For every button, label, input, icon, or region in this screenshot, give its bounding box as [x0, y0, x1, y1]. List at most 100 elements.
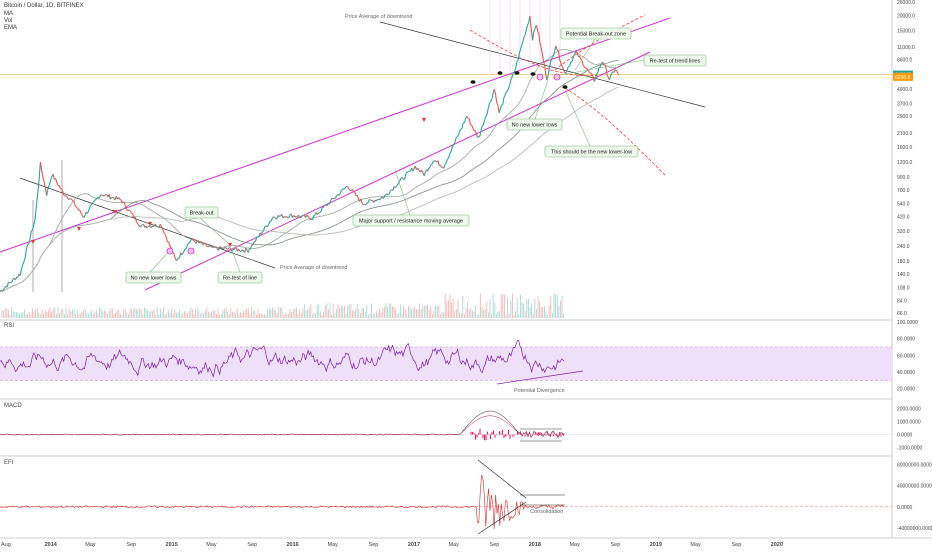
rsi-tick-label: 100.0000	[897, 320, 918, 326]
rsi-tick-label: 60.0000	[897, 353, 915, 359]
price-candle	[223, 248, 224, 250]
signal-marker	[422, 118, 426, 122]
price-candle	[261, 232, 262, 234]
price-candle	[81, 214, 82, 216]
price-candle	[586, 68, 587, 69]
legend-vol[interactable]: Vol	[4, 18, 12, 25]
price-candle	[515, 67, 516, 71]
price-candle	[406, 172, 407, 174]
price-candle	[132, 213, 133, 214]
price-candle	[37, 193, 38, 205]
price-candle	[389, 191, 390, 195]
price-candle	[25, 249, 26, 258]
price-candle	[269, 222, 270, 225]
price-tick-label: 26000.0	[897, 0, 915, 6]
breakout-label: Break-out	[190, 211, 214, 217]
retest-trendlines-label: Re-test of trend lines	[650, 59, 701, 65]
price-candle	[561, 63, 562, 66]
price-candle	[40, 162, 41, 171]
highlight-marker	[537, 74, 543, 80]
price-candle	[558, 50, 559, 59]
legend-ema[interactable]: EMA	[4, 25, 17, 32]
price-candle	[38, 180, 39, 193]
highlight-marker	[554, 74, 560, 80]
price-candle	[362, 203, 363, 205]
price-candle	[483, 120, 484, 125]
price-candle	[611, 73, 612, 76]
price-candle	[151, 226, 152, 228]
price-tick-label: 700.0	[897, 188, 910, 194]
consolidation-label: Consolidation	[530, 509, 563, 515]
price-candle	[48, 185, 49, 188]
price-tick-label: 11000.0	[897, 45, 915, 51]
price-candle	[518, 53, 519, 60]
price-candle	[246, 248, 247, 250]
price-candle	[264, 226, 265, 230]
price-candle	[490, 101, 491, 103]
price-series	[0, 16, 618, 291]
signal-marker	[148, 222, 152, 226]
price-candle	[226, 248, 227, 249]
price-candle	[395, 187, 396, 188]
price-candle	[551, 58, 552, 62]
price-candle	[59, 186, 60, 189]
price-candle	[56, 178, 57, 182]
price-candle	[317, 213, 318, 215]
price-candle	[170, 246, 171, 248]
price-candle	[138, 224, 139, 225]
price-candle	[567, 66, 568, 69]
price-candle	[91, 203, 92, 205]
price-candle	[133, 214, 134, 219]
price-candle	[405, 174, 406, 179]
efi-tick-label: 0.0000	[897, 505, 913, 511]
x-tick-label: Sep	[490, 542, 500, 548]
price-candle	[445, 163, 446, 165]
price-candle	[84, 216, 85, 218]
price-candle	[34, 219, 35, 224]
price-candle	[23, 262, 24, 265]
price-candle	[44, 182, 45, 189]
long-term-trendline	[0, 18, 670, 252]
price-candle	[135, 217, 136, 222]
price-candle	[204, 243, 205, 244]
price-candle	[104, 195, 105, 196]
price-candle	[187, 244, 188, 248]
x-tick-label: 2015	[166, 542, 178, 548]
price-candle	[400, 178, 401, 181]
price-candle	[503, 98, 504, 105]
price-candle	[429, 167, 430, 168]
price-candle	[208, 246, 209, 247]
price-candle	[547, 76, 548, 80]
price-candle	[239, 249, 240, 251]
price-candle	[354, 192, 355, 193]
price-candle	[431, 164, 432, 165]
price-candle	[87, 211, 88, 213]
price-candle	[451, 147, 452, 152]
price-candle	[460, 130, 461, 131]
price-candle	[314, 215, 315, 216]
x-tick-label: 2017	[408, 542, 420, 548]
price-candle	[166, 237, 167, 242]
price-candle	[542, 54, 543, 61]
price-candle	[458, 131, 459, 135]
potential-breakout-label: Potential Break-out zone	[566, 32, 626, 38]
price-candle	[271, 219, 272, 221]
price-candle	[533, 31, 534, 40]
price-candle	[100, 195, 101, 198]
rsi-pane-label: RSI	[4, 323, 14, 329]
price-candle	[28, 244, 29, 245]
price-tick-label: 8600.0	[897, 58, 913, 64]
price-candle	[494, 89, 495, 95]
price-average-top-label: Price Average of downtrend	[345, 14, 412, 20]
price-candle	[432, 161, 433, 164]
price-candle	[190, 240, 191, 242]
x-tick-label: 2018	[529, 542, 541, 548]
price-candle	[408, 171, 409, 172]
legend-ma[interactable]: MA	[4, 11, 13, 18]
price-candle	[398, 183, 399, 185]
macd-tick-label: -1000.0000	[897, 446, 923, 452]
price-candle	[472, 125, 473, 128]
price-candle	[345, 186, 346, 188]
price-tick-label: 1200.0	[897, 160, 913, 166]
price-candle	[446, 160, 447, 164]
